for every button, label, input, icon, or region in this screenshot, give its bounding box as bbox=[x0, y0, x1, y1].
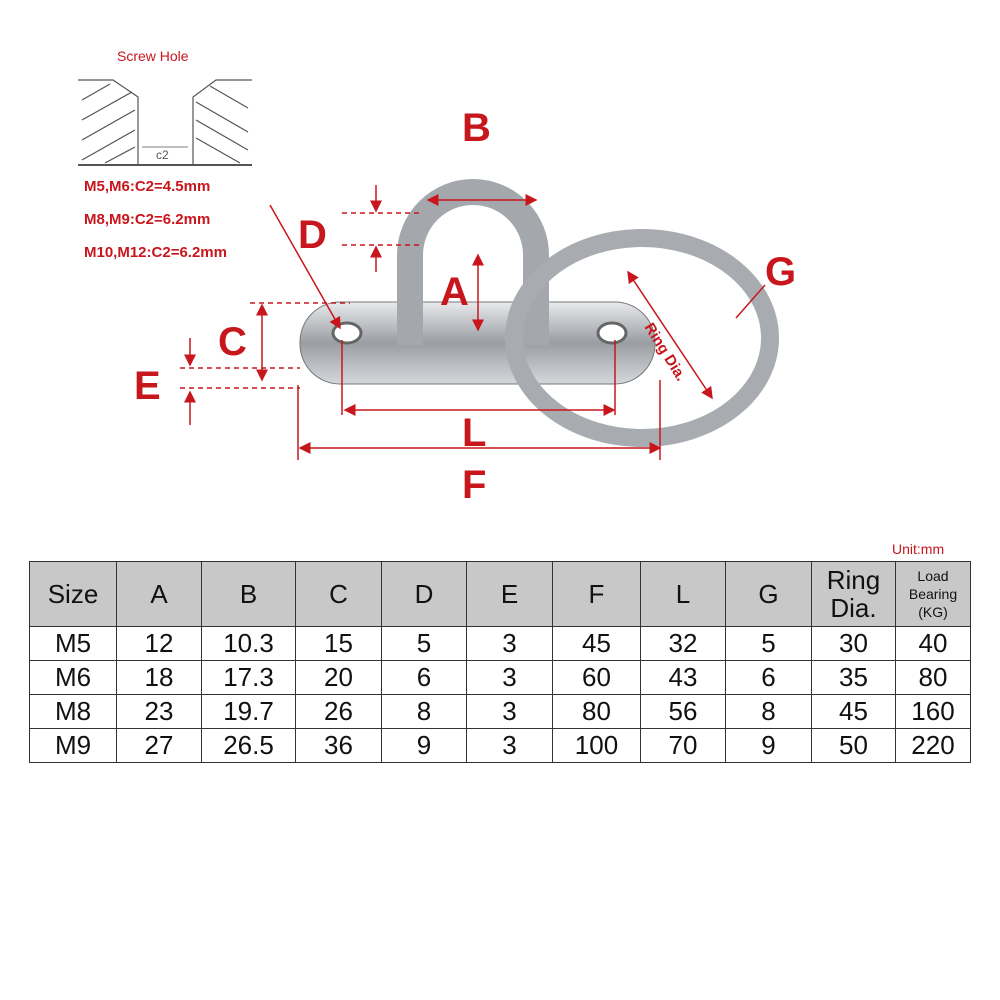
header-ring-dia: Ring Dia. bbox=[811, 561, 896, 627]
cell: 9 bbox=[381, 728, 467, 763]
header-d: D bbox=[381, 561, 467, 627]
cell: 30 bbox=[811, 626, 896, 661]
header-b: B bbox=[201, 561, 296, 627]
cell: 40 bbox=[895, 626, 971, 661]
cell: M9 bbox=[29, 728, 117, 763]
screw-hole-title: Screw Hole bbox=[117, 48, 189, 64]
label-e: E bbox=[134, 364, 161, 408]
cell: 10.3 bbox=[201, 626, 296, 661]
cell: 20 bbox=[295, 660, 382, 695]
cell: 17.3 bbox=[201, 660, 296, 695]
table-header-row: Size A B C D E F L G Ring Dia. Load Bear… bbox=[29, 561, 971, 627]
header-load-bearing: Load Bearing (KG) bbox=[895, 561, 971, 627]
cell: 3 bbox=[466, 694, 553, 729]
cell: 60 bbox=[552, 660, 641, 695]
label-a: A bbox=[440, 270, 469, 314]
header-size: Size bbox=[29, 561, 117, 627]
header-f: F bbox=[552, 561, 641, 627]
spec-m8-m9: M8,M9:C2=6.2mm bbox=[84, 211, 211, 228]
cell: 160 bbox=[895, 694, 971, 729]
screw-hole-section bbox=[78, 79, 252, 166]
cell: 80 bbox=[552, 694, 641, 729]
label-f: F bbox=[462, 463, 487, 507]
cell: 3 bbox=[466, 626, 553, 661]
cell: 45 bbox=[811, 694, 896, 729]
cell: 9 bbox=[725, 728, 812, 763]
cell: 6 bbox=[381, 660, 467, 695]
header-l: L bbox=[640, 561, 726, 627]
cell: 35 bbox=[811, 660, 896, 695]
cell: 70 bbox=[640, 728, 726, 763]
table-row: M9 27 26.5 36 9 3 100 70 9 50 220 bbox=[29, 728, 971, 763]
cell: 80 bbox=[895, 660, 971, 695]
cell: 19.7 bbox=[201, 694, 296, 729]
table-row: M6 18 17.3 20 6 3 60 43 6 35 80 bbox=[29, 660, 971, 695]
cell: 36 bbox=[295, 728, 382, 763]
cell: 3 bbox=[466, 728, 553, 763]
dimension-lines bbox=[180, 185, 766, 460]
cell: 32 bbox=[640, 626, 726, 661]
label-b: B bbox=[462, 106, 491, 150]
cell: 45 bbox=[552, 626, 641, 661]
cell: M5 bbox=[29, 626, 117, 661]
cell: 26 bbox=[295, 694, 382, 729]
cell: 12 bbox=[116, 626, 202, 661]
header-e: E bbox=[466, 561, 553, 627]
cell: 6 bbox=[725, 660, 812, 695]
cell: M6 bbox=[29, 660, 117, 695]
cell: 18 bbox=[116, 660, 202, 695]
table-row: M5 12 10.3 15 5 3 45 32 5 30 40 bbox=[29, 626, 971, 661]
cell: 56 bbox=[640, 694, 726, 729]
cell: M8 bbox=[29, 694, 117, 729]
cell: 23 bbox=[116, 694, 202, 729]
cell: 100 bbox=[552, 728, 641, 763]
spec-m10-m12: M10,M12:C2=6.2mm bbox=[84, 244, 227, 261]
cell: 5 bbox=[725, 626, 812, 661]
table-row: M8 23 19.7 26 8 3 80 56 8 45 160 bbox=[29, 694, 971, 729]
label-g: G bbox=[765, 250, 797, 294]
cell: 3 bbox=[466, 660, 553, 695]
unit-label: Unit:mm bbox=[892, 541, 945, 557]
pad-eye-plate bbox=[299, 179, 779, 447]
header-c: C bbox=[295, 561, 382, 627]
cell: 5 bbox=[381, 626, 467, 661]
spec-m5-m6: M5,M6:C2=4.5mm bbox=[84, 178, 211, 195]
header-g: G bbox=[725, 561, 812, 627]
cell: 8 bbox=[725, 694, 812, 729]
cell: 220 bbox=[895, 728, 971, 763]
cell: 43 bbox=[640, 660, 726, 695]
product-diagram bbox=[78, 79, 779, 460]
spec-table: Size A B C D E F L G Ring Dia. Load Bear… bbox=[29, 561, 971, 763]
header-a: A bbox=[116, 561, 202, 627]
cell: 15 bbox=[295, 626, 382, 661]
cell: 50 bbox=[811, 728, 896, 763]
label-d: D bbox=[298, 213, 327, 257]
label-l: L bbox=[462, 411, 487, 455]
cell: 26.5 bbox=[201, 728, 296, 763]
cell: 27 bbox=[116, 728, 202, 763]
label-c: C bbox=[218, 320, 247, 364]
cell: 8 bbox=[381, 694, 467, 729]
c2-label: c2 bbox=[156, 148, 169, 162]
